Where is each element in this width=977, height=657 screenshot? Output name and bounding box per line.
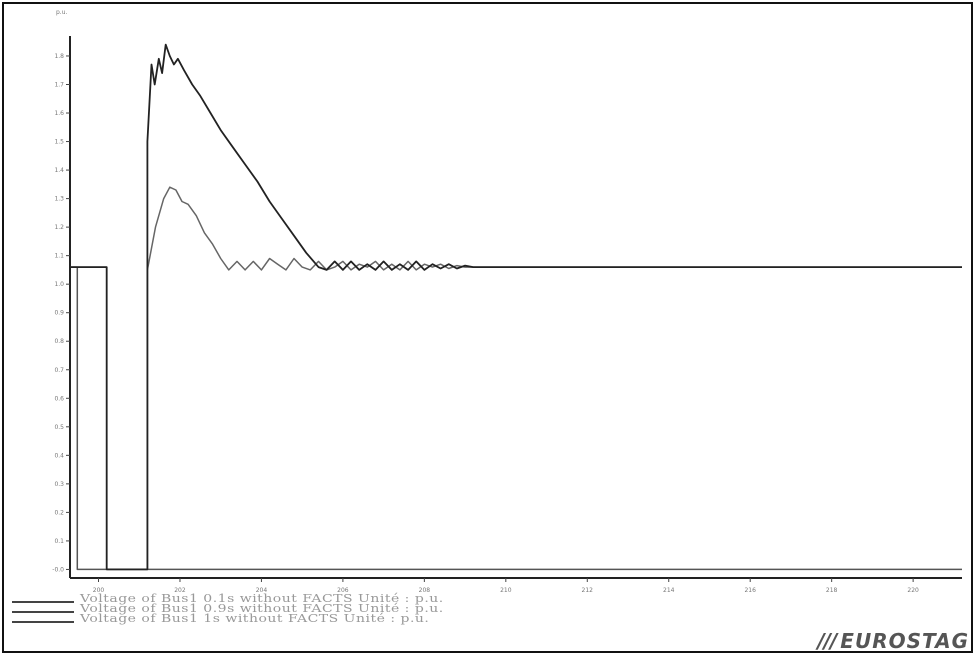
legend-swatch <box>12 601 74 603</box>
y-tick-label: 1.5 <box>54 139 64 146</box>
x-tick-label: 204 <box>256 587 268 594</box>
tick-marks: -0.0 0.1 0.2 0.3 0.4 0.5 0.6 0.7 0.8 0.9 1.0 1.1 1.2… <box>52 53 919 594</box>
x-tick-label: 200 <box>93 587 105 594</box>
y-tick-label: 0.2 <box>54 509 64 516</box>
y-axis-unit-label: p.u. <box>56 9 68 16</box>
series-line <box>70 186 962 571</box>
y-tick-label: 1.2 <box>54 224 64 231</box>
x-tick-label: 212 <box>582 587 594 594</box>
y-tick-label: 1.0 <box>54 281 64 288</box>
y-tick-label: 1.4 <box>54 167 64 174</box>
y-tick-label: 0.9 <box>54 310 64 317</box>
legend-swatch <box>12 621 74 623</box>
y-tick-label: 1.6 <box>54 110 64 117</box>
legend: Voltage of Bus1 0.1s without FACTS Unité… <box>12 592 712 626</box>
x-tick-label: 210 <box>500 587 512 594</box>
y-tick-label: 0.3 <box>54 481 64 488</box>
axes <box>69 36 962 579</box>
x-tick-label: 208 <box>419 587 431 594</box>
y-tick-label: 0.5 <box>54 424 64 431</box>
x-tick-label: 216 <box>744 587 756 594</box>
series-lines <box>70 43 962 571</box>
legend-item: Voltage of Bus1 1s without FACTS Unité :… <box>12 612 712 626</box>
x-tick-label: 202 <box>174 587 186 594</box>
y-tick-label: 0.4 <box>54 452 64 459</box>
x-tick-label: 214 <box>663 587 675 594</box>
x-tick-label: 218 <box>826 587 838 594</box>
logo-text: EUROSTAG <box>840 629 969 653</box>
y-tick-label: 1.1 <box>54 253 64 260</box>
y-tick-label: 0.1 <box>54 538 64 545</box>
series-line <box>70 43 962 571</box>
legend-label: Voltage of Bus1 0.9s without FACTS Unité… <box>80 602 444 616</box>
y-tick-label: 0.6 <box>54 395 64 402</box>
y-tick-label: 1.7 <box>54 81 64 88</box>
logo-bars-icon: /// <box>817 629 837 653</box>
y-tick-label: 1.8 <box>54 53 64 60</box>
legend-item: Voltage of Bus1 0.1s without FACTS Unité… <box>12 592 712 606</box>
legend-label: Voltage of Bus1 1s without FACTS Unité :… <box>80 612 430 626</box>
legend-label: Voltage of Bus1 0.1s without FACTS Unité… <box>80 592 444 606</box>
y-tick-label: 0.7 <box>54 367 64 374</box>
eurostag-logo: ///EUROSTAG <box>817 629 969 653</box>
series-line <box>70 266 962 571</box>
x-tick-label: 220 <box>907 587 919 594</box>
legend-swatch <box>12 611 74 613</box>
x-tick-label: 206 <box>337 587 349 594</box>
y-tick-label: 1.3 <box>54 196 64 203</box>
y-tick-label: 0.8 <box>54 338 64 345</box>
legend-item: Voltage of Bus1 0.9s without FACTS Unité… <box>12 602 712 616</box>
y-tick-label: -0.0 <box>52 566 64 573</box>
